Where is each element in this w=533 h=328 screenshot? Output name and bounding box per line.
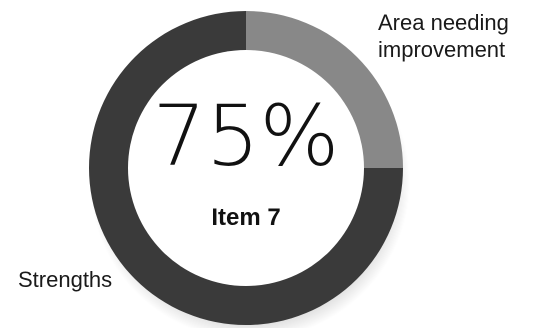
improvement-label-line2: improvement xyxy=(378,37,505,62)
strengths-label: Strengths xyxy=(18,267,112,292)
center-value: 75% xyxy=(153,87,340,185)
center-item-label: Item 7 xyxy=(211,204,280,231)
donut-hole xyxy=(128,50,364,286)
improvement-label-line1: Area needing xyxy=(378,10,509,35)
